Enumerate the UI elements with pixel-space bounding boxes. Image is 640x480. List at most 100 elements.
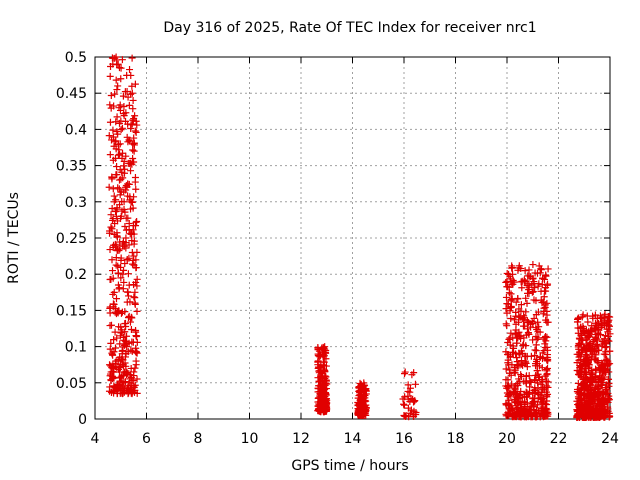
data-point [105, 132, 113, 140]
data-point [527, 410, 535, 418]
data-point [113, 113, 121, 121]
data-point [112, 76, 120, 84]
data-point [502, 401, 510, 409]
data-point [359, 387, 367, 395]
data-point [536, 353, 544, 361]
data-point [133, 375, 141, 383]
data-point [507, 314, 515, 322]
data-point [529, 403, 537, 411]
data-point [401, 412, 409, 420]
data-point [133, 349, 141, 357]
data-point [119, 92, 127, 100]
data-point [109, 351, 117, 359]
data-point [544, 346, 552, 354]
y-tick-label: 0.4 [65, 122, 87, 138]
x-tick-label: 16 [395, 431, 413, 447]
data-point [577, 331, 585, 339]
data-point [410, 397, 418, 405]
y-tick-label: 0.45 [56, 86, 87, 102]
data-point [121, 223, 129, 231]
data-point [410, 398, 418, 406]
data-point [508, 380, 516, 388]
data-point [406, 388, 414, 396]
data-point [600, 370, 608, 378]
data-point [582, 350, 590, 358]
data-point [358, 396, 366, 404]
data-point [124, 159, 132, 167]
data-point [114, 357, 122, 365]
data-point [130, 193, 138, 201]
data-point [125, 220, 133, 228]
data-point [535, 280, 543, 288]
data-point [533, 367, 541, 375]
data-point [583, 356, 591, 364]
data-point [575, 399, 583, 407]
data-point [512, 312, 520, 320]
data-point [586, 383, 594, 391]
data-point [523, 299, 531, 307]
data-point [534, 334, 542, 342]
data-point [124, 192, 132, 200]
data-point [606, 347, 614, 355]
data-point [106, 229, 114, 237]
data-point [521, 359, 529, 367]
data-point [529, 336, 537, 344]
data-point [111, 90, 119, 98]
data-point [544, 383, 552, 391]
data-point [600, 350, 608, 358]
data-point [521, 322, 529, 330]
data-point [517, 371, 525, 379]
data-point [127, 205, 135, 213]
data-point [588, 369, 596, 377]
data-point [524, 272, 532, 280]
data-point [127, 198, 135, 206]
data-point [125, 101, 133, 109]
data-point [118, 154, 126, 162]
data-point [530, 278, 538, 286]
data-point [108, 204, 116, 212]
data-point [581, 404, 589, 412]
data-point [119, 238, 127, 246]
data-point [114, 60, 122, 68]
data-point [604, 318, 612, 326]
data-point [528, 318, 536, 326]
data-point [515, 305, 523, 313]
data-point [127, 371, 135, 379]
data-point [537, 380, 545, 388]
data-point [509, 276, 517, 284]
data-point [317, 381, 325, 389]
data-point [115, 247, 123, 255]
data-point [322, 349, 330, 357]
data-point [577, 371, 585, 379]
data-point [584, 413, 592, 421]
data-point [508, 361, 516, 369]
data-point [133, 275, 141, 283]
data-point [114, 281, 122, 289]
data-point [116, 140, 124, 148]
data-point [535, 262, 543, 270]
data-point [502, 278, 510, 286]
data-point [543, 311, 551, 319]
data-point [106, 101, 114, 109]
data-point [109, 267, 117, 275]
data-point [132, 264, 140, 272]
data-point [587, 375, 595, 383]
data-point [114, 82, 122, 90]
data-point [511, 330, 519, 338]
data-point [505, 335, 513, 343]
data-point [518, 284, 526, 292]
data-point [522, 388, 530, 396]
data-point [576, 362, 584, 370]
data-point [605, 368, 613, 376]
data-point [526, 377, 534, 385]
data-point [128, 89, 136, 97]
data-point [586, 341, 594, 349]
data-point [590, 388, 598, 396]
x-tick-label: 22 [550, 431, 568, 447]
data-point [115, 368, 123, 376]
data-point [119, 270, 127, 278]
data-point [133, 282, 141, 290]
data-point [110, 241, 118, 249]
data-point [320, 390, 328, 398]
data-point [505, 410, 513, 418]
